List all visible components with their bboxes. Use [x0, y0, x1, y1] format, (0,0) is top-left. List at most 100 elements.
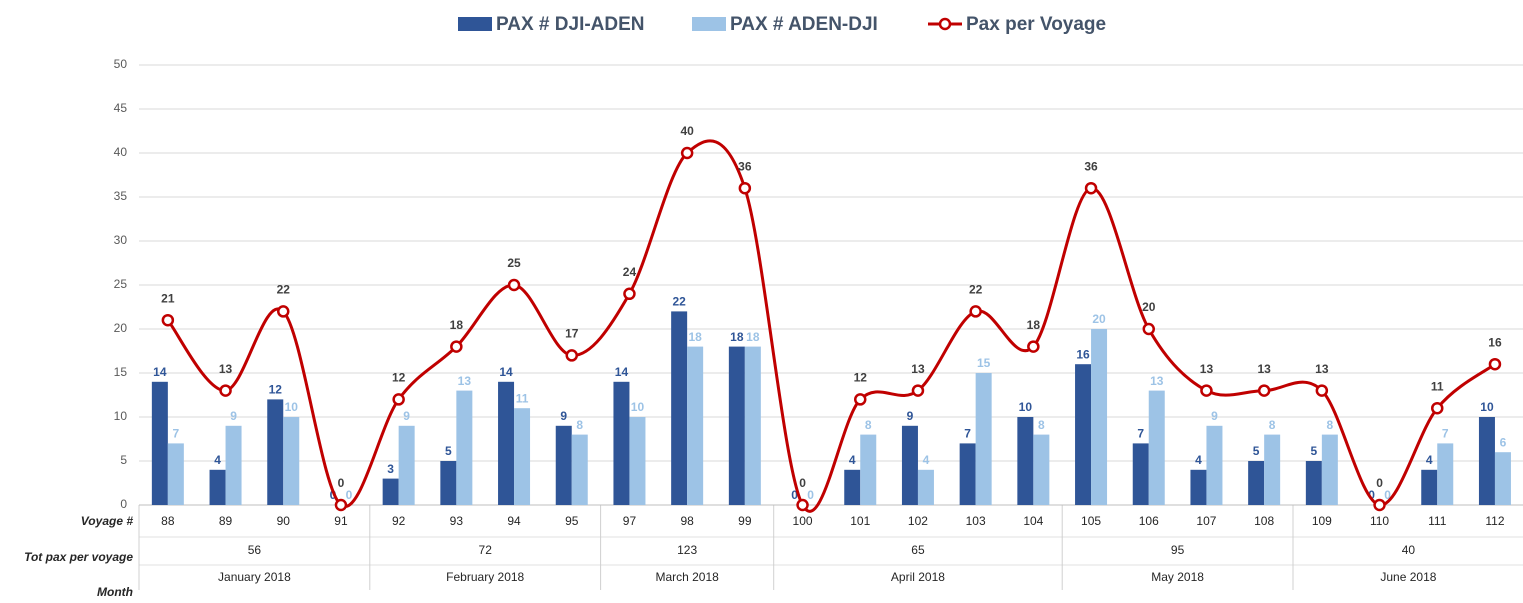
bar [1017, 417, 1034, 505]
data-label: 9 [403, 409, 410, 423]
data-label: 36 [1084, 159, 1098, 173]
bar [860, 434, 877, 505]
x-tick-label: 91 [334, 514, 348, 528]
bar [1437, 443, 1454, 505]
bar [398, 425, 415, 505]
x-tick-label: 112 [1485, 514, 1504, 528]
x-tick-label: 98 [680, 514, 694, 528]
x-tick-label: 110 [1370, 514, 1389, 528]
x-tick-label: 92 [392, 514, 406, 528]
data-label: 11 [516, 391, 529, 405]
bar [382, 478, 399, 505]
x-tick-label: 108 [1254, 514, 1274, 528]
line-marker [796, 498, 809, 512]
x-tick-label: 93 [450, 514, 464, 528]
month-total: 123 [677, 543, 697, 557]
data-label: 13 [1200, 362, 1214, 376]
bar [629, 417, 646, 505]
bar [1075, 364, 1092, 505]
line-marker [1315, 384, 1329, 397]
x-tick-label: 94 [507, 514, 521, 528]
y-tick-label: 10 [114, 409, 128, 423]
data-label: 11 [1431, 379, 1444, 393]
x-tick-label: 106 [1139, 514, 1159, 528]
y-tick-label: 25 [114, 277, 128, 291]
bar [267, 399, 284, 505]
month-total: 95 [1171, 543, 1185, 557]
line-marker [1488, 357, 1502, 371]
data-label: 7 [964, 427, 971, 441]
bar [283, 417, 300, 505]
data-label: 22 [969, 283, 983, 297]
line-marker [334, 498, 348, 512]
y-tick-label: 15 [114, 365, 128, 379]
month-total: 40 [1402, 543, 1416, 557]
bar [1494, 452, 1511, 505]
x-tick-label: 95 [565, 514, 579, 528]
bar [901, 425, 918, 505]
bar [440, 461, 457, 505]
data-label: 12 [854, 371, 868, 385]
row-label: Month [97, 585, 133, 599]
month-label: April 2018 [891, 570, 945, 584]
y-tick-label: 0 [120, 497, 127, 511]
bar [728, 346, 745, 505]
line-marker [1142, 322, 1155, 336]
y-tick-label: 35 [114, 189, 128, 203]
data-label: 10 [285, 400, 299, 414]
data-label: 5 [445, 444, 452, 458]
line-marker [219, 384, 232, 397]
x-tick-label: 107 [1196, 514, 1216, 528]
data-label: 20 [1142, 300, 1156, 314]
data-label: 4 [1426, 453, 1433, 467]
bar [959, 443, 976, 505]
y-tick-label: 45 [114, 101, 128, 115]
data-label: 9 [560, 409, 567, 423]
data-label: 14 [153, 365, 167, 379]
data-label: 36 [738, 159, 752, 173]
bar [1478, 417, 1495, 505]
line-marker [1027, 340, 1040, 353]
x-tick-label: 88 [161, 514, 175, 528]
bar [1132, 443, 1149, 505]
data-label: 14 [615, 365, 629, 379]
data-label: 8 [1269, 418, 1276, 432]
bar [1190, 469, 1207, 505]
line-marker [854, 393, 867, 406]
bar [1421, 469, 1438, 505]
month-label: January 2018 [218, 570, 291, 584]
legend-marker [938, 17, 952, 31]
bar [225, 425, 242, 505]
row-label: Voyage # [81, 514, 134, 528]
bar [456, 390, 473, 505]
data-label: 18 [730, 330, 744, 344]
data-label: 25 [507, 256, 521, 270]
y-tick-label: 50 [114, 57, 128, 71]
line-marker [680, 146, 694, 160]
bar [1264, 434, 1281, 505]
data-label: 8 [576, 418, 583, 432]
line-marker [450, 340, 463, 353]
data-label: 24 [623, 265, 637, 279]
data-label: 9 [907, 409, 914, 423]
bar [209, 469, 226, 505]
bar [151, 381, 168, 505]
x-tick-label: 103 [966, 514, 986, 528]
bar [1305, 461, 1322, 505]
data-label: 0 [807, 488, 814, 502]
y-tick-label: 40 [114, 145, 128, 159]
data-label: 4 [923, 453, 930, 467]
x-tick-label: 100 [793, 514, 813, 528]
legend-label: Pax per Voyage [966, 14, 1106, 35]
x-tick-label: 111 [1428, 514, 1447, 528]
bar [687, 346, 704, 505]
bar [1091, 329, 1108, 505]
data-label: 13 [911, 362, 925, 376]
data-label: 40 [680, 124, 694, 138]
line-marker [1200, 384, 1213, 397]
bar [1248, 461, 1265, 505]
data-label: 0 [346, 488, 353, 502]
line-marker [911, 384, 925, 397]
month-label: June 2018 [1380, 570, 1436, 584]
